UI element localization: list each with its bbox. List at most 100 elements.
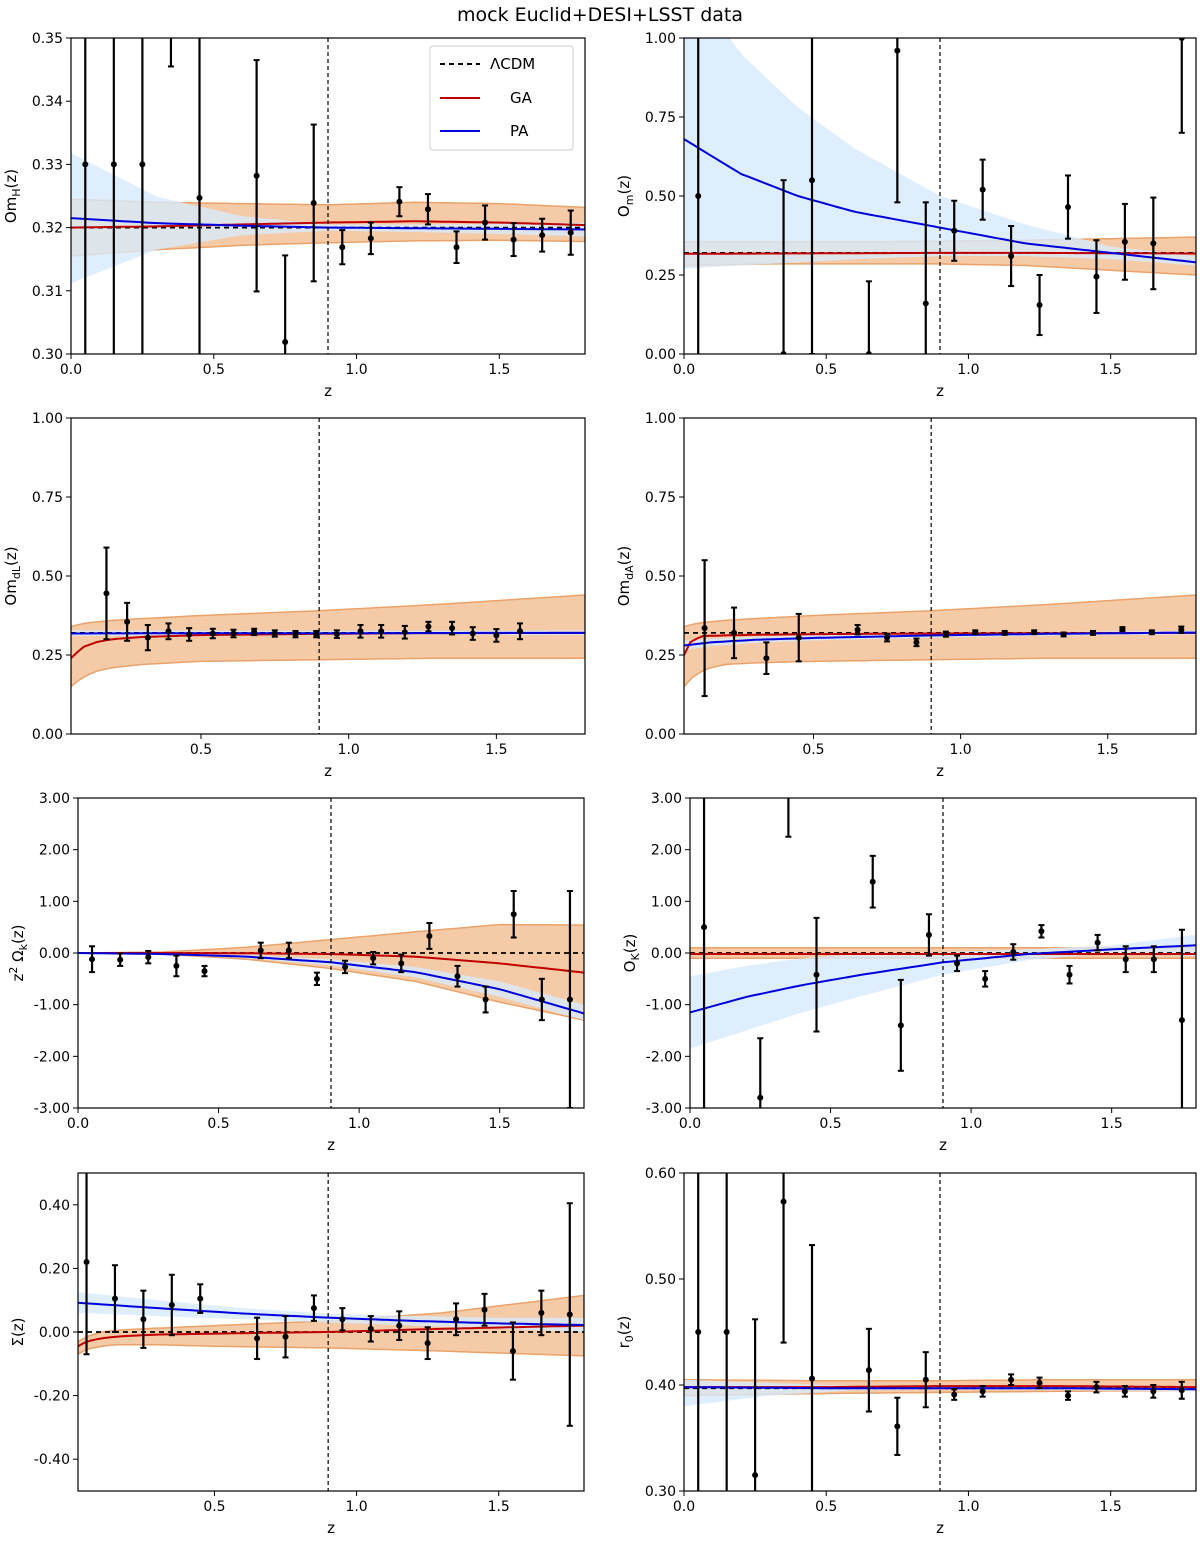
ylabel-ok: OK(z) bbox=[621, 934, 642, 973]
data-point bbox=[481, 1292, 488, 1327]
data-point bbox=[510, 222, 517, 258]
marker bbox=[186, 631, 193, 638]
data-point bbox=[89, 945, 96, 974]
y-tick-label: 0.00 bbox=[651, 946, 682, 962]
data-point bbox=[167, 38, 174, 68]
data-point bbox=[884, 632, 891, 643]
marker bbox=[757, 1094, 764, 1101]
plot-area bbox=[684, 1173, 1196, 1491]
axes-frame bbox=[683, 1172, 1197, 1492]
data-point bbox=[897, 978, 904, 1072]
marker bbox=[254, 1335, 261, 1342]
marker bbox=[1093, 273, 1100, 280]
marker bbox=[854, 626, 861, 633]
x-tick-label: 0.5 bbox=[207, 1116, 229, 1132]
data-point bbox=[809, 1244, 815, 1491]
y-tick-label: 0.60 bbox=[645, 1166, 676, 1182]
ylabel-z2omk: z2 Ωk(z) bbox=[7, 924, 30, 981]
data-point bbox=[357, 623, 364, 639]
marker bbox=[813, 971, 820, 978]
marker bbox=[695, 193, 702, 199]
data-point bbox=[292, 629, 299, 639]
y-tick-label: 1.00 bbox=[645, 31, 676, 47]
data-point bbox=[173, 954, 180, 978]
data-point bbox=[982, 970, 989, 988]
data-point bbox=[1031, 629, 1038, 636]
marker bbox=[1031, 629, 1038, 636]
data-point bbox=[370, 950, 377, 966]
y-tick-label: 1.00 bbox=[32, 411, 63, 427]
x-tick-label: 1.0 bbox=[949, 742, 971, 758]
marker bbox=[139, 161, 146, 168]
ylabel-part: r bbox=[615, 1341, 633, 1348]
y-tick-label: 0.00 bbox=[645, 347, 676, 363]
ylabel-part: m bbox=[623, 195, 636, 206]
data-point bbox=[922, 1351, 929, 1409]
marker bbox=[701, 924, 708, 931]
ylabel-part: H bbox=[10, 188, 23, 196]
data-point bbox=[723, 1173, 730, 1491]
marker bbox=[763, 655, 770, 662]
y-tick-label: 0.25 bbox=[645, 648, 676, 664]
ylabel-sigma: Σ(z) bbox=[9, 1317, 27, 1346]
data-point bbox=[538, 1289, 545, 1337]
marker bbox=[253, 172, 260, 179]
marker bbox=[884, 634, 891, 641]
ylabel-part: (z) bbox=[2, 169, 20, 189]
x-tick-label: 0.5 bbox=[203, 1499, 225, 1515]
marker bbox=[1178, 1017, 1185, 1024]
data-point bbox=[922, 201, 929, 354]
data-point bbox=[1001, 629, 1008, 636]
marker bbox=[1008, 1376, 1015, 1383]
marker bbox=[795, 634, 802, 641]
pa-band bbox=[71, 153, 585, 284]
marker bbox=[124, 618, 131, 625]
legend-frame bbox=[429, 45, 574, 151]
marker bbox=[1178, 38, 1185, 41]
pa-line bbox=[78, 1301, 584, 1326]
data-point bbox=[517, 622, 524, 641]
data-point bbox=[110, 38, 117, 354]
marker bbox=[282, 338, 289, 345]
data-point bbox=[425, 620, 432, 633]
x-tick-label: 1.0 bbox=[345, 1499, 367, 1515]
ga-band bbox=[71, 594, 585, 688]
marker bbox=[925, 931, 932, 938]
marker bbox=[1178, 626, 1185, 633]
data-point bbox=[1150, 945, 1157, 974]
ylabel-part: K bbox=[629, 952, 642, 960]
data-point bbox=[124, 601, 131, 642]
data-point bbox=[197, 1283, 204, 1314]
ylabel-part: k bbox=[17, 943, 30, 950]
ylabel-omdL: OmdL(z) bbox=[2, 546, 23, 605]
data-point bbox=[139, 38, 146, 354]
marker bbox=[117, 956, 124, 963]
marker bbox=[482, 996, 489, 1003]
y-tick-label: 0.20 bbox=[39, 1261, 70, 1277]
data-point bbox=[865, 1327, 872, 1413]
marker bbox=[396, 1322, 403, 1329]
marker bbox=[1066, 971, 1073, 978]
data-point bbox=[1178, 928, 1185, 1108]
data-point bbox=[196, 38, 203, 354]
ga-band bbox=[78, 1294, 584, 1357]
marker bbox=[1008, 253, 1015, 260]
marker bbox=[339, 1316, 346, 1323]
x-tick-label: 0.0 bbox=[67, 1116, 89, 1132]
data-point bbox=[1094, 933, 1101, 952]
y-tick-label: 0.75 bbox=[645, 110, 676, 126]
pa-line bbox=[684, 1386, 1196, 1391]
data-point bbox=[695, 1173, 702, 1491]
data-point bbox=[454, 964, 461, 988]
ylabel-omdA: OmdA(z) bbox=[615, 546, 636, 607]
xlabel: z bbox=[936, 1519, 944, 1537]
data-point bbox=[333, 629, 340, 639]
data-point bbox=[253, 59, 260, 293]
ylabel-part: dL bbox=[10, 565, 23, 579]
ylabel-part: Om bbox=[615, 580, 633, 606]
axes-frame bbox=[683, 417, 1197, 735]
x-tick-label: 0.5 bbox=[819, 1116, 841, 1132]
x-tick-label: 1.5 bbox=[488, 1499, 510, 1515]
marker bbox=[922, 300, 929, 307]
y-tick-label: 0.25 bbox=[32, 648, 63, 664]
